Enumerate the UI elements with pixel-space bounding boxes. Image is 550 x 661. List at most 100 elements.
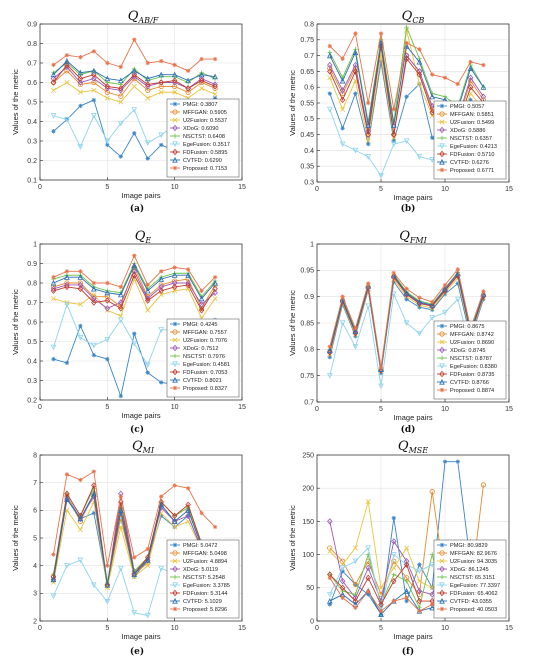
data-point [352, 49, 359, 56]
legend-swatch-marker [439, 550, 445, 556]
legend-swatch-marker [172, 337, 178, 343]
legend-label: CVTFD: 0.8021 [183, 378, 222, 384]
data-point [64, 301, 70, 308]
legend-item-NSCTST: NSCTST: 0.7976 [170, 353, 225, 360]
data-point [417, 608, 422, 614]
legend-label: FDFusion: 0.8735 [450, 372, 494, 378]
legend-swatch-marker [172, 344, 178, 352]
data-point [91, 49, 97, 54]
data-point [158, 276, 165, 282]
legend-swatch-marker [172, 542, 178, 548]
chart-title-main: Q [399, 229, 410, 244]
legend-label: PMGI: 0.8675 [450, 324, 485, 330]
data-point [159, 494, 164, 499]
chart-title-subscript: E [144, 236, 151, 245]
legend-item-Proposed: Proposed: 0.6771 [437, 167, 494, 174]
data-point [416, 71, 423, 78]
data-point [131, 268, 137, 275]
data-point [78, 477, 83, 483]
data-point [78, 323, 83, 329]
legend-swatch-marker [439, 387, 445, 393]
y-axis-label: Values of the metric [11, 505, 20, 571]
data-point [199, 288, 204, 293]
data-point [185, 267, 191, 272]
data-point [378, 365, 384, 370]
data-point [172, 483, 177, 488]
legend-swatch-marker [439, 597, 445, 604]
data-point [171, 518, 178, 524]
series-FDFusion [50, 271, 218, 314]
data-point [340, 294, 345, 299]
data-point [365, 138, 371, 144]
data-point [429, 561, 436, 568]
data-point [185, 85, 191, 92]
y-tick-label: 0.2 [27, 397, 37, 404]
x-tick-label: 15 [505, 406, 513, 413]
x-tick-label: 0 [38, 404, 42, 411]
data-point [171, 279, 178, 287]
data-point [158, 565, 165, 572]
data-point [416, 578, 422, 584]
legend-label: Proposed: 5.8296 [183, 607, 227, 613]
y-tick-label: 0.5 [27, 339, 37, 346]
data-point [51, 552, 56, 557]
data-point [91, 79, 97, 86]
y-tick-label: 1 [310, 241, 314, 248]
data-point [326, 106, 333, 113]
x-tick-label: 5 [105, 184, 109, 191]
series-line [329, 292, 484, 387]
legend-swatch-marker [172, 101, 178, 107]
data-point [390, 552, 397, 558]
legend-label: MFFGAN: 0.7557 [183, 330, 227, 336]
data-point [391, 270, 396, 276]
data-point [199, 510, 204, 516]
legend-swatch-marker [439, 589, 445, 597]
x-tick-label: 0 [315, 186, 319, 193]
legend-label: MFFGAN: 0.5851 [450, 112, 494, 118]
series-Proposed [51, 37, 218, 73]
data-point [185, 281, 191, 289]
data-point [77, 75, 84, 82]
y-tick-label: 0.55 [300, 100, 314, 107]
legend-label: U2Fusion: 4.8894 [183, 559, 227, 565]
data-point [391, 572, 396, 577]
legend-item-NSCTST: NSCTST: 0.6408 [170, 133, 225, 140]
y-tick-label: 0.6 [27, 80, 37, 87]
data-point [339, 565, 346, 571]
data-point [391, 107, 396, 112]
data-point [480, 482, 486, 488]
legend-item-Proposed: Proposed: 0.8874 [437, 387, 494, 394]
data-point [326, 591, 333, 598]
legend-swatch-marker [439, 103, 445, 109]
data-point [104, 305, 111, 312]
legend-item-NSCTST: NSCTST: 0.8787 [437, 355, 492, 362]
legend-swatch-marker [439, 378, 445, 385]
data-point [391, 598, 396, 604]
data-point [390, 291, 397, 298]
y-tick-label: 0.5 [304, 116, 314, 123]
x-tick-label: 10 [171, 184, 179, 191]
y-tick-label: 0.8 [27, 41, 37, 48]
data-point [352, 61, 359, 69]
data-point [455, 81, 460, 87]
legend-item-MFFGAN: MFFGAN: 0.8742 [437, 331, 494, 338]
data-point [353, 605, 358, 610]
data-point [352, 68, 359, 75]
data-point [64, 116, 70, 123]
legend-item-PMGI: PMGI: 0.5057 [437, 103, 485, 110]
legend-swatch-marker [172, 124, 178, 132]
data-point [158, 132, 165, 139]
data-point [104, 599, 111, 605]
legend-label: NSCTST: 0.6408 [183, 134, 225, 140]
data-point [352, 147, 359, 154]
data-point [326, 373, 333, 379]
data-point [391, 538, 397, 545]
data-point [212, 296, 218, 302]
series-line [53, 270, 216, 309]
x-axis-label: Image pairs [121, 411, 160, 420]
data-point [365, 131, 371, 138]
series-Proposed [51, 469, 218, 568]
x-tick-label: 5 [379, 625, 383, 632]
y-tick-label: 0.4 [27, 119, 37, 126]
data-point [91, 75, 97, 82]
